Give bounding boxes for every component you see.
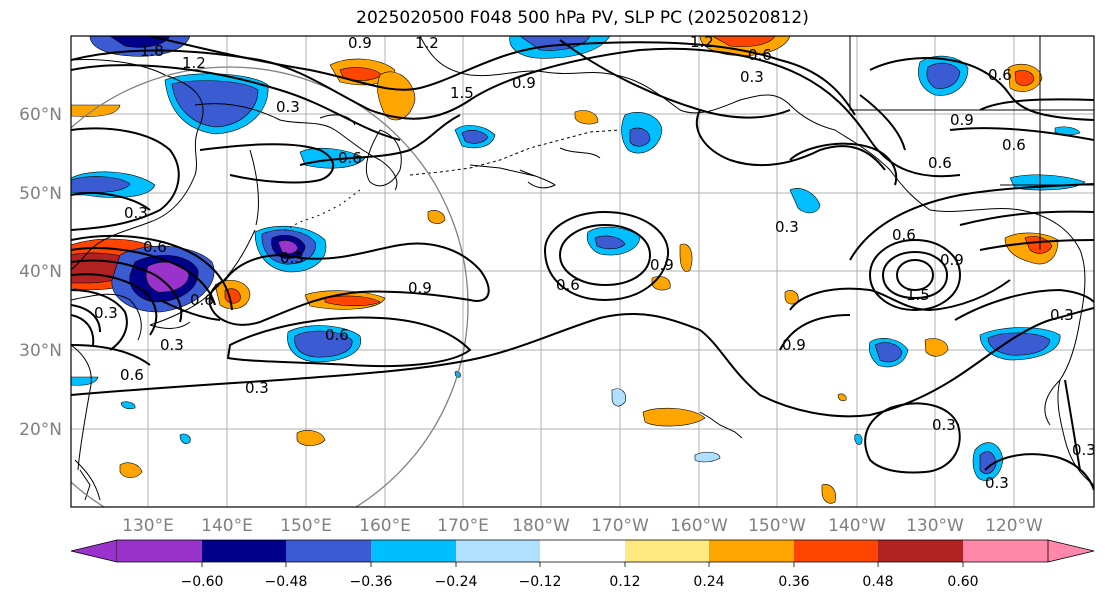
contour-label: 0.6 [143,238,167,256]
colorbar-tick: 0.60 [947,574,978,590]
contour-label: 0.3 [985,474,1009,492]
colorbar-tick: −0.48 [265,574,308,590]
contour-label: 1.8 [140,42,164,60]
coastlines [71,36,1094,501]
colorbar-bin [117,540,202,562]
contour-label: 0.9 [512,74,536,92]
contour-label: 0.3 [1050,306,1074,324]
colorbar-bin [709,540,794,562]
lon-label: 170°W [591,516,649,536]
contour-label: 0.9 [950,111,974,129]
contour-label: 0.3 [740,68,764,86]
colorbar-extend-high [1047,539,1095,563]
verification-region [71,66,469,507]
contour-label: 0.6 [1002,136,1026,154]
lon-label: 120°W [985,516,1043,536]
colorbar-bin [371,540,456,562]
colorbar-tick: −0.24 [435,574,478,590]
lon-axis: 130°E 140°E 150°E 160°E 170°E 180°W 170°… [122,516,1043,536]
lat-label: 30°N [19,341,62,361]
contour-label: 0.9 [940,251,964,269]
colorbar-tick: 0.12 [609,574,640,590]
lon-label: 130°E [122,516,174,536]
colorbar: −0.60 −0.48 −0.36 −0.24 −0.12 0.12 0.24 … [70,539,1095,590]
contour-label: 0.3 [245,379,269,397]
contour-label: 0.3 [775,218,799,236]
contour-label: 0.6 [988,66,1012,84]
colorbar-tick: 0.24 [693,574,724,590]
colorbar-bin [878,540,963,562]
contour-label: 0.6 [556,276,580,294]
colorbar-bin [963,540,1048,562]
contour-label: 1.5 [450,84,474,102]
colorbar-tick: −0.36 [350,574,393,590]
lat-label: 20°N [19,420,62,440]
colorbar-bin [625,540,709,562]
contour-label: 0.3 [280,249,304,267]
contour-label: 0.6 [892,226,916,244]
contour-label: 1.2 [690,33,714,51]
contour-label: 0.3 [276,98,300,116]
slp-contours [71,36,1094,491]
colorbar-bin [202,540,286,562]
contour-label: 0.3 [1072,441,1096,459]
colorbar-tick: −0.12 [519,574,562,590]
contour-label: 0.6 [928,154,952,172]
lon-label: 130°W [906,516,964,536]
contour-label-group: 1.8 1.2 0.9 1.2 0.6 0.3 1.5 0.9 0.3 0.6 … [94,33,1096,492]
colorbar-extend-low [70,539,118,563]
contour-label: 0.6 [748,46,772,64]
colorbar-tick: 0.48 [862,574,893,590]
contour-label: 0.6 [338,149,362,167]
lon-label: 140°W [828,516,886,536]
lat-label: 60°N [19,105,62,125]
colorbar-tick: −0.60 [181,574,224,590]
colorbar-tick: 0.36 [778,574,809,590]
lon-label: 160°W [670,516,728,536]
lat-label: 40°N [19,262,62,282]
contour-label: 0.9 [348,34,372,52]
map-title: 2025020500 F048 500 hPa PV, SLP PC (2025… [356,8,809,28]
contour-label: 0.9 [650,256,674,274]
contour-label: 0.3 [160,336,184,354]
lat-axis: 60°N 50°N 40°N 30°N 20°N [19,105,62,440]
colorbar-bin [456,540,540,562]
contour-label: 1.2 [415,34,439,52]
contour-label: 0.9 [782,336,806,354]
lon-label: 150°E [280,516,332,536]
contour-label: 0.6 [325,326,349,344]
contour-label: 0.6 [190,291,214,309]
colorbar-bin [286,540,371,562]
contour-label: 1.2 [182,54,206,72]
contour-label: 0.3 [94,304,118,322]
contour-label: 1.5 [906,286,930,304]
colorbar-bin [540,540,625,562]
lon-label: 180°W [512,516,570,536]
contour-label: 0.9 [408,279,432,297]
contour-label: 0.3 [932,416,956,434]
lat-label: 50°N [19,184,62,204]
lon-label: 160°E [359,516,411,536]
lon-label: 150°W [748,516,806,536]
lon-label: 140°E [201,516,253,536]
colorbar-bin [794,540,878,562]
contour-label: 0.3 [124,204,148,222]
lon-label: 170°E [437,516,489,536]
contour-label: 0.6 [120,366,144,384]
map-frame [70,35,1095,508]
